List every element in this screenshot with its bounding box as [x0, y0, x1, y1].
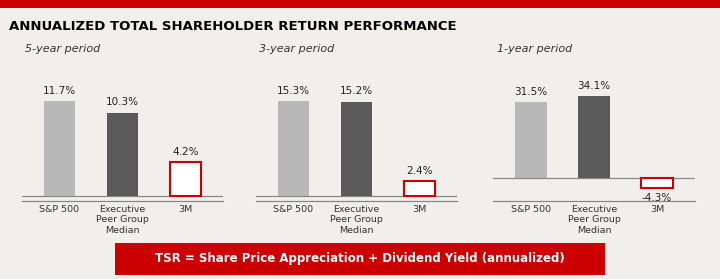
FancyBboxPatch shape	[404, 181, 435, 196]
Text: 15.3%: 15.3%	[276, 86, 310, 96]
Text: ANNUALIZED TOTAL SHAREHOLDER RETURN PERFORMANCE: ANNUALIZED TOTAL SHAREHOLDER RETURN PERF…	[9, 20, 456, 33]
Text: 15.2%: 15.2%	[340, 86, 373, 97]
Text: 5-year period: 5-year period	[25, 44, 101, 54]
Bar	[107, 113, 138, 196]
Text: 4.2%: 4.2%	[172, 147, 199, 157]
Text: 2.4%: 2.4%	[406, 166, 433, 176]
Text: 11.7%: 11.7%	[42, 86, 76, 96]
Bar	[516, 102, 546, 178]
FancyBboxPatch shape	[170, 162, 201, 196]
FancyBboxPatch shape	[642, 178, 672, 188]
Bar	[44, 101, 75, 196]
Text: 31.5%: 31.5%	[514, 88, 548, 97]
Bar	[278, 101, 309, 196]
Text: 34.1%: 34.1%	[577, 81, 611, 91]
Text: -4.3%: -4.3%	[642, 193, 672, 203]
Text: TSR = Share Price Appreciation + Dividend Yield (annualized): TSR = Share Price Appreciation + Dividen…	[155, 252, 565, 265]
Bar	[578, 96, 610, 178]
Text: 10.3%: 10.3%	[106, 97, 139, 107]
Bar	[341, 102, 372, 196]
Text: 1-year period: 1-year period	[497, 44, 572, 54]
Text: 3-year period: 3-year period	[259, 44, 335, 54]
